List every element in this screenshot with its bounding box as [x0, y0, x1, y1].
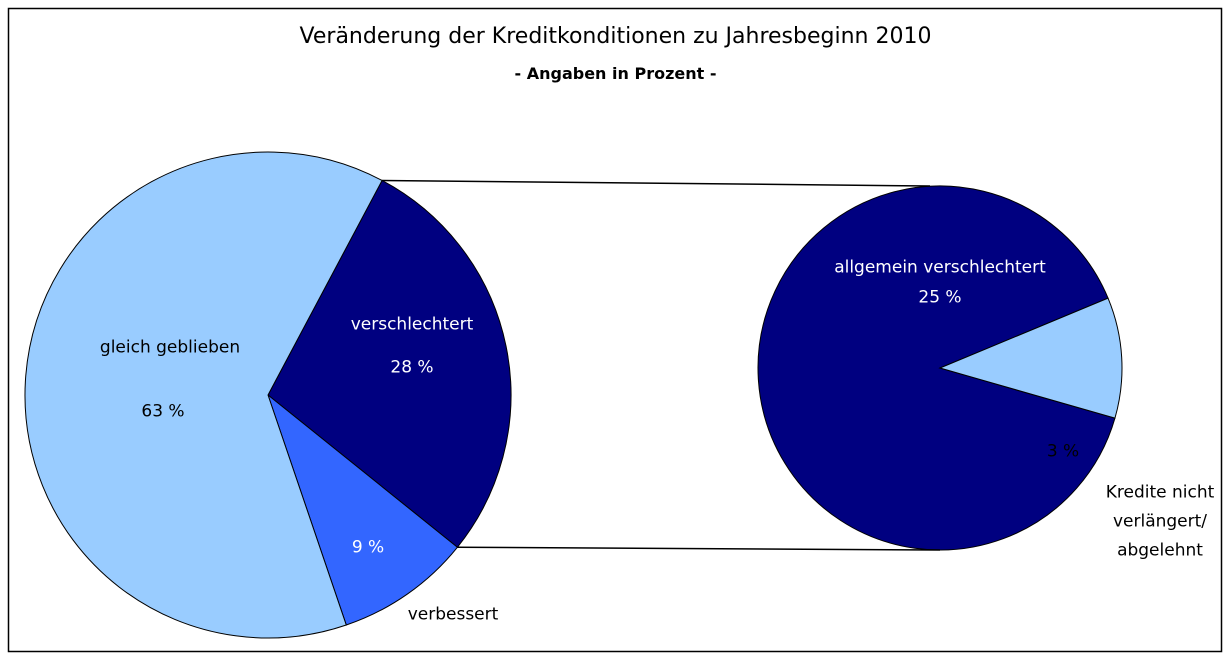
slice-label: Kredite nicht verlängert/ abgelehnt	[1105, 482, 1215, 561]
pie-slice	[757, 185, 1116, 551]
slice-label: gleich geblieben	[99, 337, 241, 358]
connector-line	[382, 179, 931, 187]
value-label: 9 %	[351, 537, 385, 558]
pie-slice	[267, 179, 512, 548]
chart-title: Veränderung der Kreditkonditionen zu Jah…	[299, 24, 932, 49]
value-label: 28 %	[390, 357, 434, 378]
chart-frame	[7, 7, 1223, 653]
slice-label: verbessert	[407, 604, 499, 625]
pie-slice	[266, 393, 459, 626]
value-label: 25 %	[918, 287, 962, 308]
pie-slice	[938, 297, 1123, 419]
connector-line	[457, 546, 941, 551]
value-label: 63 %	[141, 401, 185, 422]
slice-label: allgemein verschlechtert	[834, 257, 1046, 278]
chart-subtitle: - Angaben in Prozent -	[514, 64, 717, 83]
pie-slice	[24, 151, 383, 639]
value-label: 3 %	[1046, 441, 1080, 462]
slice-label: verschlechtert	[350, 314, 474, 335]
